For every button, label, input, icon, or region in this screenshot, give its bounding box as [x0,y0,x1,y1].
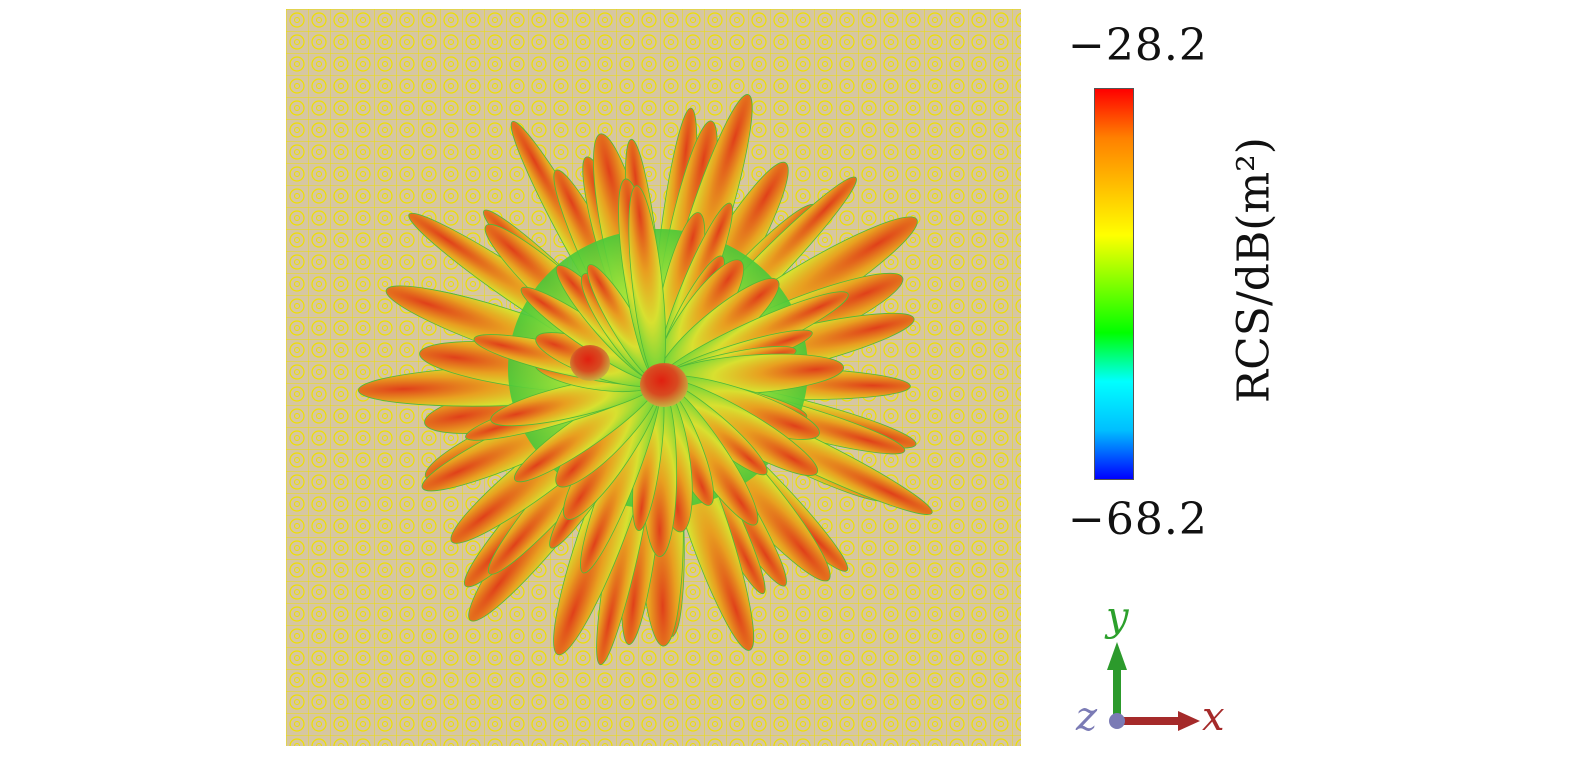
y-axis-arrow-head [1107,642,1127,670]
z-axis-label: z [1076,694,1098,740]
y-axis-arrow-shaft [1113,668,1121,722]
z-axis-origin-dot [1109,713,1125,729]
axes-triad: y x z [1070,594,1240,746]
colorbar-max-label: −28.2 [1068,20,1208,71]
axes-triad-arrows [1107,642,1200,731]
colorbar [1094,88,1134,480]
rcs-3d-render [286,9,1021,746]
colorbar-min-label: −68.2 [1068,494,1208,545]
x-axis-arrow-head [1178,711,1200,731]
y-axis-label: y [1106,594,1129,640]
rcs-peak-left [570,345,610,381]
x-axis-label: x [1202,694,1225,740]
colorbar-title: RCS/dB(m²) [1228,137,1280,403]
x-axis-arrow-shaft [1117,717,1181,725]
rcs-surface-plot [286,9,1021,746]
rcs-peak-center [640,363,688,407]
